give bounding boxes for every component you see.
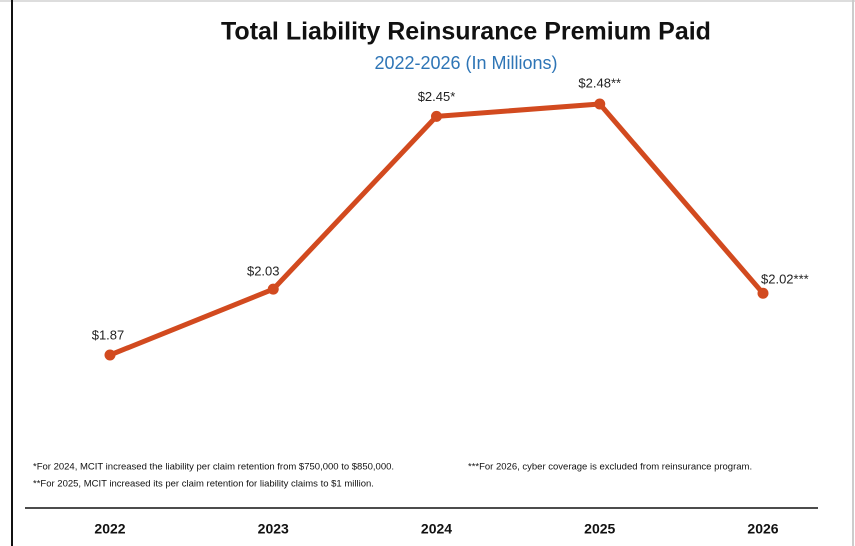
footnote: ***For 2026, cyber coverage is excluded … <box>468 462 752 473</box>
data-label: $2.45* <box>418 89 456 104</box>
x-tick-label: 2026 <box>747 521 778 537</box>
x-tick-label: 2023 <box>258 521 289 537</box>
data-point <box>594 98 606 110</box>
data-label: $1.87 <box>92 327 125 342</box>
data-label: $2.03 <box>247 264 280 279</box>
chart-subtitle: 2022-2026 (In Millions) <box>374 53 557 73</box>
x-tick-label: 2024 <box>421 521 452 537</box>
data-label: $2.02*** <box>761 272 809 287</box>
chart-title: Total Liability Reinsurance Premium Paid <box>221 18 711 46</box>
footnote: *For 2024, MCIT increased the liability … <box>33 462 394 473</box>
data-point <box>757 287 769 299</box>
x-tick-label: 2022 <box>94 521 125 537</box>
footnote: **For 2025, MCIT increased its per claim… <box>33 479 374 490</box>
data-point <box>267 283 279 295</box>
data-label: $2.48** <box>578 75 621 90</box>
data-point <box>431 110 442 122</box>
x-tick-label: 2025 <box>584 521 615 537</box>
data-point <box>104 349 116 361</box>
